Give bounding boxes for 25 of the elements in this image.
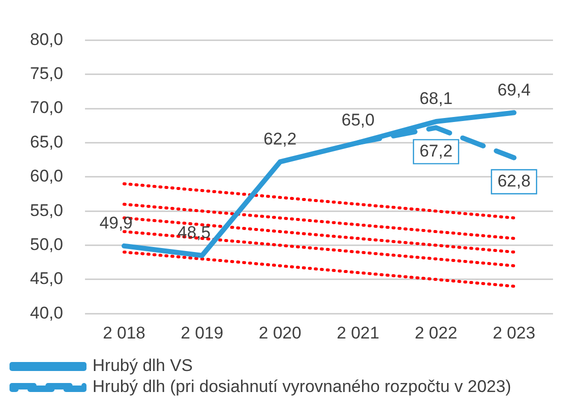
y-tick-label: 70,0 (30, 98, 64, 118)
data-label: 49,9 (100, 214, 133, 233)
y-tick-label: 80,0 (30, 30, 64, 49)
data-label: 69,4 (497, 80, 531, 100)
y-tick-label: 75,0 (30, 64, 64, 84)
data-label: 67,2 (419, 141, 453, 160)
x-tick-label: 2 022 (414, 323, 458, 342)
y-tick-label: 40,0 (30, 303, 64, 322)
y-tick-label: 45,0 (30, 269, 64, 288)
y-tick-label: 55,0 (30, 200, 64, 220)
data-label: 68,1 (419, 89, 453, 108)
y-tick-label: 50,0 (30, 234, 64, 254)
data-label: 62,2 (264, 130, 297, 149)
data-label: 62,8 (497, 171, 531, 190)
legend-label: Hrubý dlh (pri dosiahnutí vyrovnaného rozpočtu v 2023) (92, 377, 512, 396)
x-tick-label: 2 023 (492, 323, 536, 342)
y-tick-label: 60,0 (30, 166, 64, 186)
data-label: 65,0 (341, 110, 375, 130)
x-tick-label: 2 020 (258, 323, 302, 342)
x-tick-label: 2 018 (102, 323, 146, 342)
legend-label: Hrubý dlh VS (92, 356, 193, 376)
x-tick-label: 2 019 (180, 323, 224, 342)
x-tick-label: 2 021 (336, 323, 380, 342)
data-label: 48,5 (178, 223, 211, 242)
y-tick-label: 65,0 (30, 132, 64, 152)
